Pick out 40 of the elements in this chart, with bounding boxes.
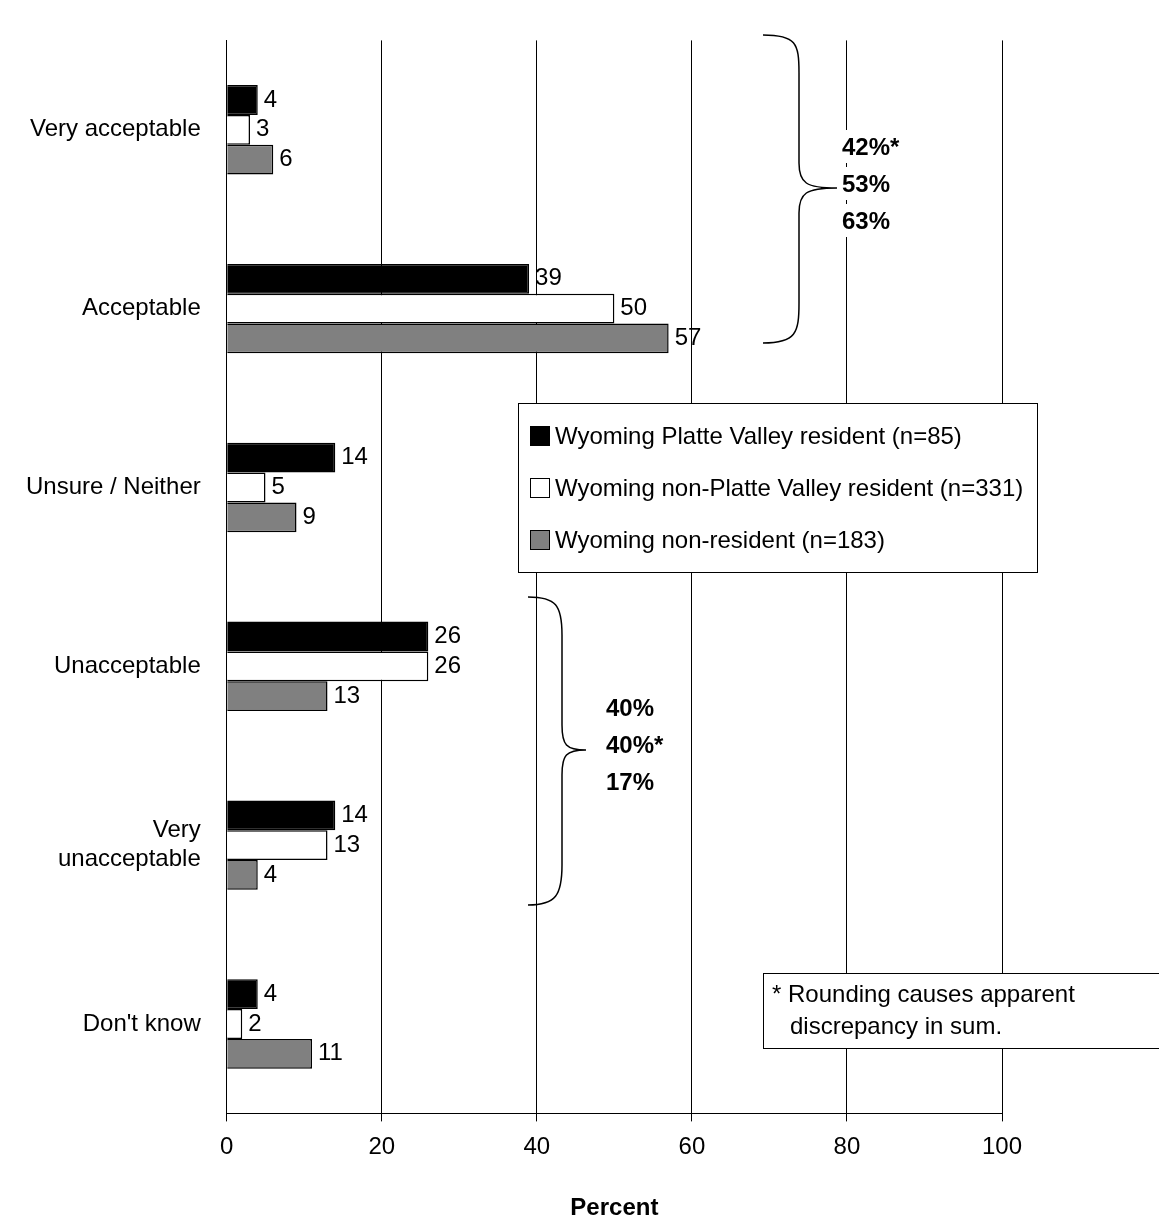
data-label: 2 [248,1008,262,1036]
x-tick-label: 80 [833,1132,861,1160]
x-tick-label: 0 [220,1132,234,1160]
data-label: 9 [302,501,316,529]
x-tick-label: 40 [523,1132,551,1160]
data-label: 50 [620,293,648,321]
legend-label: Wyoming Platte Valley resident (n=85) [555,422,962,450]
x-tick-label: 20 [368,1132,396,1160]
annotation: 53% [840,167,893,200]
annotation: 42%* [840,130,902,163]
data-label: 4 [263,84,278,112]
data-label: 4 [263,978,278,1006]
y-tick-label: Don't know [82,1008,202,1036]
annotation: 17% [604,765,657,798]
data-label: 11 [318,1038,343,1066]
y-tick-label: Very acceptable [29,114,201,142]
x-tick-label: 60 [678,1132,706,1160]
data-label: 6 [279,144,293,172]
data-label: 5 [271,472,285,500]
legend-label: Wyoming non-resident (n=183) [555,526,885,554]
annotation: 40% [604,691,657,724]
data-label: 14 [341,442,368,470]
data-label: 39 [535,263,562,291]
y-tick-label: Unacceptable [53,650,201,678]
text: Wyoming non-Platte Valley resident (n=331) [555,474,1024,502]
note-box: * Rounding causes apparent discrepancy in sum. [763,973,1159,1049]
data-label: 3 [256,114,270,142]
annotation: 40%* [604,728,666,761]
y-tick-label: Very unacceptable [57,815,201,872]
x-tick-label: 100 [981,1132,1023,1160]
data-label: 26 [434,650,462,678]
data-label: 13 [333,680,361,708]
annotation: 63% [840,204,893,237]
y-tick-label: Acceptable [81,293,201,321]
data-label: 13 [333,829,361,857]
x-axis-title: Percent [570,1193,659,1221]
data-label: 4 [263,859,278,887]
data-label: 26 [434,621,462,649]
y-tick-label: Unsure / Neither [25,472,201,500]
data-label: 14 [341,799,368,827]
